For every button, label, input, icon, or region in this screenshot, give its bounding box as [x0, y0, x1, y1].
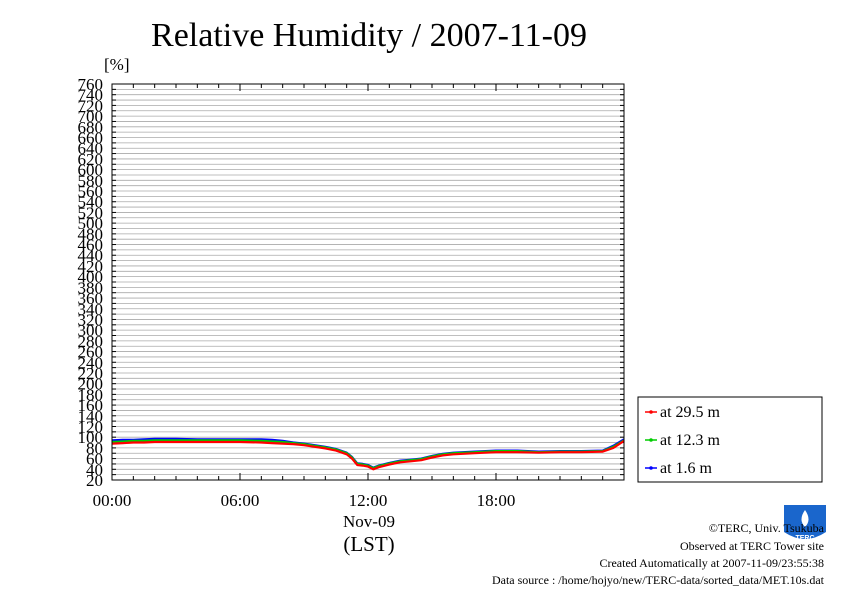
y-tick-label: 640	[78, 139, 104, 158]
y-tick-label: 440	[78, 246, 104, 265]
y-tick-label: 20	[86, 471, 103, 490]
y-tick-label: 700	[78, 107, 104, 126]
x-tick-label: 12:00	[349, 491, 388, 510]
y-tick-label: 380	[78, 278, 104, 297]
x-axis-label: (LST)	[343, 532, 394, 556]
y-tick-label: 160	[78, 396, 104, 415]
logo-text: TERC	[795, 535, 814, 542]
chart-title: Relative Humidity / 2007-11-09	[151, 17, 587, 54]
legend-label: at 29.5 m	[660, 404, 721, 421]
y-tick-label: 300	[78, 321, 104, 340]
x-tick-label: 18:00	[477, 491, 516, 510]
y-tick-label: 280	[78, 332, 104, 351]
gridlines	[112, 83, 624, 481]
y-tick-label: 80	[86, 439, 103, 458]
y-tick-label: 540	[78, 193, 104, 212]
y-tick-label: 340	[78, 300, 104, 319]
date-label: Nov-09	[343, 512, 395, 531]
legend-box	[637, 396, 823, 483]
y-tick-label: 720	[78, 96, 104, 115]
y-tick-label: 600	[78, 161, 104, 180]
y-tick-label: 560	[78, 182, 104, 201]
y-tick-label: 60	[86, 450, 103, 469]
y-tick-label: 260	[78, 343, 104, 362]
x-axis-ticks: 00:00 06:00 12:00 18:00	[93, 84, 625, 510]
y-tick-label: 740	[78, 86, 104, 105]
y-tick-label: 620	[78, 150, 104, 169]
copyright-text: ©TERC, Univ. Tsukuba	[709, 521, 825, 535]
y-tick-label: 480	[78, 225, 104, 244]
terc-logo-icon: TERC	[784, 505, 826, 542]
y-tick-label: 360	[78, 289, 104, 308]
y-tick-label: 180	[78, 385, 104, 404]
y-tick-label: 240	[78, 353, 104, 372]
x-tick-label: 00:00	[93, 491, 132, 510]
y-tick-label: 40	[86, 460, 103, 479]
observed-text: Observed at TERC Tower site	[680, 539, 824, 553]
y-tick-label: 520	[78, 203, 104, 222]
series-line	[111, 439, 625, 471]
y-tick-label: 500	[78, 214, 104, 233]
y-tick-label: 580	[78, 171, 104, 190]
y-tick-label: 320	[78, 310, 104, 329]
y-tick-label: 220	[78, 364, 104, 383]
y-tick-label: 100	[78, 428, 104, 447]
legend: at 29.5 m at 12.3 m at 1.6 m	[637, 396, 823, 483]
y-axis-ticks: 2040608010012014016018020022024026028030…	[78, 75, 104, 490]
legend-label: at 12.3 m	[660, 432, 721, 449]
created-text: Created Automatically at 2007-11-09/23:5…	[599, 556, 824, 570]
y-tick-label: 140	[78, 407, 104, 426]
legend-label: at 1.6 m	[660, 460, 713, 477]
y-tick-label: 660	[78, 129, 104, 148]
x-tick-label: 06:00	[221, 491, 260, 510]
series-lines	[111, 437, 625, 471]
plot-frame	[111, 83, 625, 481]
y-tick-label: 460	[78, 236, 104, 255]
y-tick-label: 200	[78, 375, 104, 394]
y-tick-label: 420	[78, 257, 104, 276]
legend-marker	[649, 410, 653, 414]
y-tick-label: 400	[78, 268, 104, 287]
legend-marker	[649, 438, 653, 442]
y-tick-label: 120	[78, 417, 104, 436]
y-unit-label: [%]	[104, 55, 129, 74]
y-tick-label: 680	[78, 118, 104, 137]
legend-marker	[649, 466, 653, 470]
y-tick-label: 760	[78, 75, 104, 94]
source-text: Data source : /home/hojyo/new/TERC-data/…	[492, 573, 825, 587]
